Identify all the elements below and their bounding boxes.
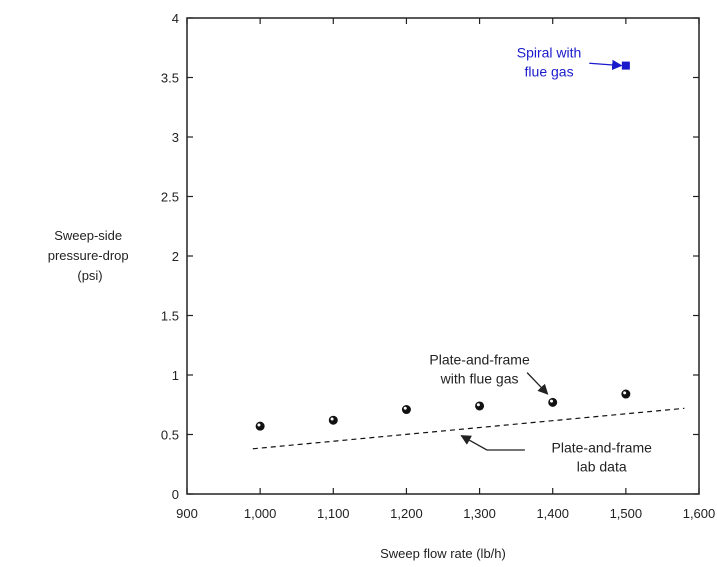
annotation-line: Spiral with bbox=[517, 44, 582, 60]
annotation-line: Plate-and-frame bbox=[552, 439, 653, 455]
x-tick-label: 1,100 bbox=[317, 506, 350, 521]
annotation-line: with flue gas bbox=[440, 370, 519, 386]
annotation-arrow bbox=[589, 59, 623, 71]
data-point-square bbox=[621, 61, 630, 70]
data-point-circle bbox=[548, 397, 558, 407]
lab-data-trend-line bbox=[252, 407, 685, 450]
y-tick-label: 3.5 bbox=[161, 71, 179, 86]
x-tick-label: 1,200 bbox=[390, 506, 423, 521]
y-tick-label: 1 bbox=[172, 368, 179, 383]
data-point-highlight bbox=[550, 399, 554, 403]
x-tick-label: 1,000 bbox=[244, 506, 277, 521]
x-tick-label: 1,600 bbox=[683, 506, 716, 521]
y-tick-label: 4 bbox=[172, 11, 179, 26]
y-tick-label: 1.5 bbox=[161, 309, 179, 324]
data-point-highlight bbox=[623, 391, 627, 395]
y-axis-label-line-1: Sweep-side bbox=[54, 228, 122, 243]
annotation-line: flue gas bbox=[525, 63, 574, 79]
y-tick-label: 2.5 bbox=[161, 190, 179, 205]
data-point-highlight bbox=[403, 406, 407, 410]
x-axis-label: Sweep flow rate (lb/h) bbox=[380, 546, 506, 561]
annotation-label: Spiral with flue gas bbox=[517, 44, 582, 79]
y-tick-label: 0 bbox=[172, 487, 179, 502]
plot-frame bbox=[186, 17, 700, 495]
data-point-highlight bbox=[257, 423, 261, 427]
annotation-line: Plate-and-frame bbox=[429, 351, 530, 367]
annotation-arrow bbox=[460, 435, 525, 451]
annotation-label: Plate-and-frame with flue gas bbox=[429, 351, 530, 386]
data-point-circle bbox=[328, 415, 338, 425]
y-tick-label: 0.5 bbox=[161, 428, 179, 443]
x-tick-label: 1,500 bbox=[610, 506, 643, 521]
y-axis-label: Sweep-side pressure-drop (psi) bbox=[48, 228, 133, 283]
annotations: Spiral with flue gas Plate-and-frame with f… bbox=[429, 44, 652, 474]
y-axis-label-line-2: pressure-drop bbox=[48, 248, 129, 263]
y-tick-label: 2 bbox=[172, 249, 179, 264]
y-axis-label-line-3: (psi) bbox=[77, 268, 102, 283]
data-point-circle bbox=[255, 421, 265, 431]
x-tick-label: 1,300 bbox=[463, 506, 496, 521]
data-point-circle bbox=[621, 389, 631, 399]
y-axis: 0 0.5 1 1.5 2 2.5 3 3.5 4 bbox=[161, 11, 699, 502]
x-axis: 900 1,000 1,100 1,200 1,300 1,400 1,500 1,600 bbox=[176, 18, 715, 521]
annotation-label: Plate-and-frame lab data bbox=[552, 439, 653, 474]
annotation-line: lab data bbox=[577, 458, 627, 474]
data-point-highlight bbox=[476, 403, 480, 407]
annotation-arrow bbox=[526, 372, 549, 395]
data-point-circle bbox=[475, 401, 485, 411]
x-tick-label: 1,400 bbox=[536, 506, 569, 521]
data-marks bbox=[252, 61, 685, 450]
x-tick-label: 900 bbox=[176, 506, 198, 521]
data-point-highlight bbox=[330, 417, 334, 421]
y-tick-label: 3 bbox=[172, 130, 179, 145]
data-point-circle bbox=[401, 405, 411, 415]
